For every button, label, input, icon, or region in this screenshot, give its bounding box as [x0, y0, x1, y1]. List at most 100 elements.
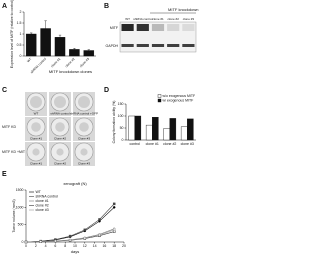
blot-band: [121, 44, 134, 47]
bar: [169, 118, 177, 141]
bar: [134, 115, 142, 141]
x-tick-label: clone #3: [181, 142, 194, 146]
x-tick-label: clone #3: [79, 57, 91, 69]
error-bar: [58, 34, 62, 38]
x-tick-label: control: [129, 142, 140, 146]
y-tick-label: 1000: [16, 205, 24, 209]
y-tick-label: 150: [118, 102, 124, 106]
x-tick-label: shRNA control: [30, 57, 47, 74]
well-label: WT: [34, 111, 39, 115]
colony-spots: [55, 122, 65, 132]
colony-row-label: MITF KD +MITF: [2, 150, 27, 154]
error-bar: [44, 20, 47, 29]
x-tick-label: 14: [93, 244, 97, 248]
blot-lane-label: shRNA control: [133, 17, 153, 21]
data-point: [68, 234, 72, 238]
bar: [187, 118, 194, 141]
x-tick-label: 6: [54, 244, 56, 248]
blot-band: [151, 44, 165, 47]
y-tick-label: 0: [20, 54, 22, 58]
x-tick-label: 0: [25, 244, 27, 248]
x-tick-label: 8: [64, 244, 66, 248]
bar: [128, 115, 135, 141]
y-tick-label: 1.5: [17, 21, 22, 25]
x-tick-label: clone #1: [146, 142, 159, 146]
blot-band: [121, 24, 134, 31]
blot-band: [182, 44, 195, 47]
data-point: [98, 218, 101, 221]
error-bar: [73, 48, 76, 50]
legend-swatch: [157, 94, 162, 98]
bar: [163, 128, 170, 141]
colony-spots: [31, 122, 41, 132]
panel-label: C: [2, 87, 7, 94]
x-tick-label: 10: [73, 244, 77, 248]
blot-group-label: MITF knockdown: [168, 7, 198, 12]
x-tick-label: clone #1: [50, 57, 62, 69]
data-point: [112, 202, 116, 206]
legend-label: shRNA control: [36, 194, 59, 198]
legend-label: WT: [36, 190, 42, 194]
bar: [180, 126, 188, 141]
y-tick-label: 1500: [16, 188, 24, 192]
bar: [152, 116, 159, 141]
data-point: [112, 228, 116, 232]
blot-row-label: MITF: [110, 26, 118, 30]
bar: [83, 50, 95, 57]
legend-label: clone #1: [36, 199, 49, 203]
x-tick-label: 4: [45, 244, 47, 248]
blot-band: [136, 44, 149, 47]
well-label: Clone #1: [30, 161, 42, 165]
panel-label: A: [2, 3, 7, 10]
legend-label: clone #3: [36, 208, 49, 212]
x-axis-label: days: [71, 249, 79, 254]
y-axis-label: Colony formation ability (%): [112, 101, 116, 144]
x-tick-label: WT: [26, 57, 32, 63]
x-tick-label: 16: [102, 244, 106, 248]
blot-row-label: GAPDH: [106, 44, 119, 48]
data-point: [98, 233, 101, 237]
panel-label: B: [104, 3, 109, 10]
data-point: [83, 228, 87, 232]
well-label: Clone #3: [78, 161, 90, 165]
x-tick-label: clone #2: [64, 57, 76, 69]
blot-band: [136, 24, 149, 31]
y-tick-label: 0.5: [17, 43, 22, 47]
blot-lane-label: WT: [125, 17, 130, 21]
bar: [145, 124, 153, 141]
data-point: [68, 238, 72, 242]
data-point: [39, 240, 42, 243]
y-axis-label: Expression level of MITF (relative to co…: [10, 0, 14, 68]
x-tick-label: 18: [112, 244, 116, 248]
bar: [25, 33, 37, 57]
y-tick-label: 0: [22, 240, 24, 244]
y-tick-label: 1: [20, 32, 22, 36]
legend-label: clone #2: [36, 203, 49, 207]
blot-lane-label: clone #2: [168, 17, 180, 21]
y-tick-label: 50: [120, 126, 124, 130]
x-tick-label: 12: [83, 244, 87, 248]
y-tick-label: 2: [20, 10, 22, 14]
blot-band: [182, 24, 195, 31]
x-tick-label: clone #2: [163, 142, 176, 146]
bar: [69, 49, 80, 57]
legend-label: w/ exogenous MITF: [163, 98, 194, 102]
colony-spots: [54, 96, 66, 108]
data-point: [54, 239, 57, 243]
blot-lane-label: clone #1: [152, 17, 164, 21]
colony-spots: [80, 148, 88, 156]
figure: A 0 0.5 1 1.5 2 Expression level of MITF (rela…: [2, 0, 198, 254]
well-label: Clone #2: [54, 136, 66, 140]
colony-spots: [56, 148, 64, 156]
chart-title: xenograft (N): [63, 181, 87, 186]
colony-spots: [78, 96, 90, 108]
error-bar: [87, 49, 90, 51]
data-point: [83, 236, 87, 240]
x-tick-label: 20: [122, 244, 126, 248]
blot-band: [167, 44, 180, 47]
y-axis-label: Tumor volume (mm3): [12, 199, 16, 232]
x-axis-label: MITF knockdown clones: [49, 69, 92, 74]
blot-band: [167, 24, 180, 31]
y-tick-label: 500: [18, 223, 24, 227]
bar: [40, 28, 51, 57]
